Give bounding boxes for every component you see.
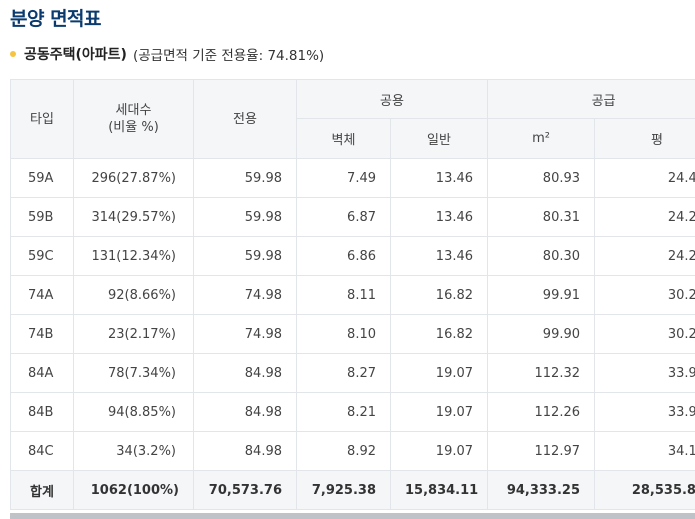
cell-exclusive: 74.98	[193, 314, 297, 354]
cell-general: 19.07	[389, 392, 489, 432]
table-row: 84B 94(8.85%) 84.98 8.21 19.07 112.26 33…	[10, 392, 695, 432]
cell-type: 84C	[10, 431, 74, 471]
cell-general: 19.07	[389, 353, 489, 393]
cell-wall: 8.21	[296, 392, 391, 432]
cell-type: 84A	[10, 353, 74, 393]
page-title: 분양 면적표	[10, 8, 102, 30]
cell-m2: 112.32	[487, 353, 596, 393]
cell-general: 13.46	[389, 236, 489, 276]
cell-pyeong: 34.17	[594, 431, 695, 471]
cell-pyeong: 24.29	[594, 236, 695, 276]
total-general: 15,834.11	[389, 470, 489, 510]
cell-households: 314(29.57%)	[73, 197, 194, 237]
cell-type: 84B	[10, 392, 74, 432]
cell-pyeong: 30.22	[594, 275, 695, 315]
section-title: 공동주택(아파트)	[24, 47, 127, 63]
cell-general: 13.46	[389, 158, 489, 198]
cell-type: 74B	[10, 314, 74, 354]
cell-households: 23(2.17%)	[73, 314, 194, 354]
cell-general: 16.82	[389, 314, 489, 354]
header-common: 공용	[295, 79, 489, 119]
cell-exclusive: 59.98	[193, 197, 297, 237]
area-table-container: 타입 세대수 (비율 %) 전용 공용 공급 벽체 일반 m² 평 59A 29…	[10, 79, 695, 519]
total-wall: 7,925.38	[296, 470, 391, 510]
cell-general: 16.82	[389, 275, 489, 315]
header-type: 타입	[10, 79, 74, 159]
header-m2: m²	[487, 118, 596, 159]
cell-wall: 7.49	[296, 158, 391, 198]
cell-households: 78(7.34%)	[73, 353, 194, 393]
cell-type: 59A	[10, 158, 74, 198]
cell-general: 19.07	[389, 431, 489, 471]
cell-m2: 99.90	[487, 314, 596, 354]
cell-general: 13.46	[389, 197, 489, 237]
total-households: 1062(100%)	[73, 470, 194, 510]
cell-exclusive: 74.98	[193, 275, 297, 315]
cell-pyeong: 24.29	[594, 197, 695, 237]
header-wall: 벽체	[296, 118, 391, 159]
area-table: 타입 세대수 (비율 %) 전용 공용 공급 벽체 일반 m² 평 59A 29…	[10, 79, 695, 510]
cell-wall: 8.10	[296, 314, 391, 354]
total-pyeong: 28,535.81	[594, 470, 695, 510]
cell-exclusive: 59.98	[193, 236, 297, 276]
section-heading: 공동주택(아파트) (공급면적 기준 전용율: 74.81%)	[10, 44, 324, 64]
header-households: 세대수 (비율 %)	[73, 79, 194, 159]
cell-wall: 6.86	[296, 236, 391, 276]
header-exclusive: 전용	[193, 79, 297, 159]
horizontal-scrollbar[interactable]	[10, 513, 695, 519]
total-exclusive: 70,573.76	[193, 470, 297, 510]
header-supply: 공급	[487, 79, 695, 119]
cell-pyeong: 30.22	[594, 314, 695, 354]
cell-m2: 80.30	[487, 236, 596, 276]
cell-exclusive: 84.98	[193, 431, 297, 471]
cell-exclusive: 59.98	[193, 158, 297, 198]
table-row: 84C 34(3.2%) 84.98 8.92 19.07 112.97 34.…	[10, 431, 695, 471]
table-row: 84A 78(7.34%) 84.98 8.27 19.07 112.32 33…	[10, 353, 695, 393]
cell-pyeong: 24.48	[594, 158, 695, 198]
cell-wall: 8.92	[296, 431, 391, 471]
bullet-dot-icon	[10, 51, 16, 57]
cell-exclusive: 84.98	[193, 392, 297, 432]
cell-pyeong: 33.96	[594, 392, 695, 432]
cell-type: 74A	[10, 275, 74, 315]
cell-wall: 8.11	[296, 275, 391, 315]
total-label: 합계	[10, 470, 74, 510]
cell-m2: 112.26	[487, 392, 596, 432]
table-row: 59B 314(29.57%) 59.98 6.87 13.46 80.31 2…	[10, 197, 695, 237]
cell-households: 296(27.87%)	[73, 158, 194, 198]
cell-m2: 99.91	[487, 275, 596, 315]
cell-m2: 80.93	[487, 158, 596, 198]
table-row: 74B 23(2.17%) 74.98 8.10 16.82 99.90 30.…	[10, 314, 695, 354]
total-m2: 94,333.25	[487, 470, 596, 510]
cell-households: 34(3.2%)	[73, 431, 194, 471]
cell-households: 131(12.34%)	[73, 236, 194, 276]
cell-wall: 6.87	[296, 197, 391, 237]
cell-type: 59B	[10, 197, 74, 237]
table-row: 74A 92(8.66%) 74.98 8.11 16.82 99.91 30.…	[10, 275, 695, 315]
total-row: 합계 1062(100%) 70,573.76 7,925.38 15,834.…	[10, 470, 695, 510]
cell-wall: 8.27	[296, 353, 391, 393]
cell-pyeong: 33.98	[594, 353, 695, 393]
cell-households: 92(8.66%)	[73, 275, 194, 315]
header-general: 일반	[389, 118, 489, 159]
cell-m2: 80.31	[487, 197, 596, 237]
cell-exclusive: 84.98	[193, 353, 297, 393]
header-pyeong: 평	[594, 118, 695, 159]
cell-m2: 112.97	[487, 431, 596, 471]
table-row: 59C 131(12.34%) 59.98 6.86 13.46 80.30 2…	[10, 236, 695, 276]
section-note: (공급면적 기준 전용율: 74.81%)	[132, 48, 325, 64]
cell-households: 94(8.85%)	[73, 392, 194, 432]
table-row: 59A 296(27.87%) 59.98 7.49 13.46 80.93 2…	[10, 158, 695, 198]
cell-type: 59C	[10, 236, 74, 276]
